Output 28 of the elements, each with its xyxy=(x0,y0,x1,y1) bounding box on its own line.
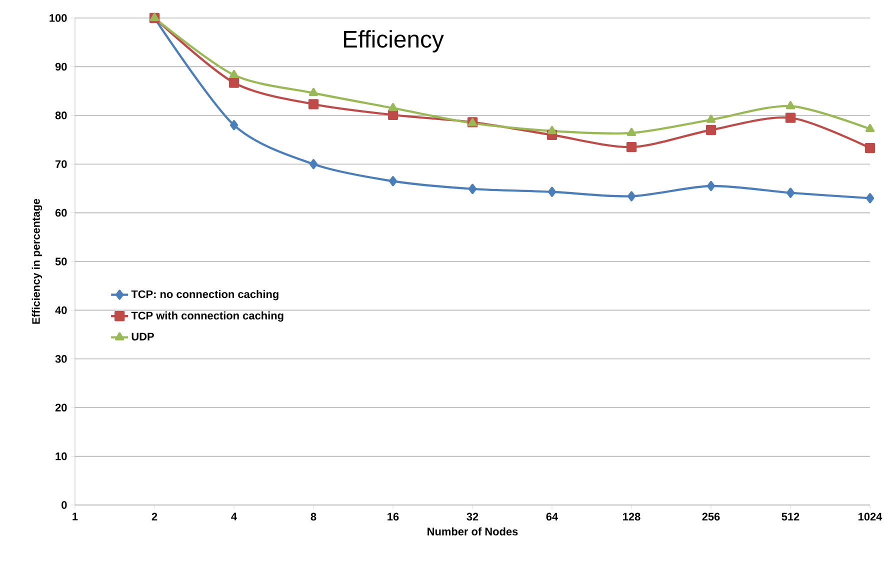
x-tick-label: 64 xyxy=(546,512,558,521)
x-tick-label: 512 xyxy=(782,512,800,521)
x-tick-label: 16 xyxy=(388,512,399,521)
x-tick-label: 1 xyxy=(72,512,78,520)
legend-label: TCP: no connection caching xyxy=(131,290,278,300)
y-tick-label: 100 xyxy=(50,14,67,22)
y-axis-title: Efficiency in percentage xyxy=(32,198,42,324)
y-tick-label: 90 xyxy=(55,62,67,71)
y-tick-label: 60 xyxy=(55,208,67,217)
x-tick-label: 2 xyxy=(152,512,158,520)
x-tick-label: 1024 xyxy=(858,512,882,521)
x-tick-label: 32 xyxy=(466,512,478,521)
y-tick-label: 30 xyxy=(55,355,67,363)
x-tick-label: 256 xyxy=(702,512,720,521)
x-tick-label: 8 xyxy=(310,512,316,521)
y-tick-label: 10 xyxy=(56,452,67,460)
y-tick-label: 70 xyxy=(56,160,67,168)
y-tick-label: 20 xyxy=(55,404,67,412)
x-tick-label: 4 xyxy=(231,512,237,520)
x-axis-title: Number of Nodes xyxy=(428,527,518,536)
y-tick-label: 50 xyxy=(55,258,67,266)
y-tick-label: 0 xyxy=(62,501,67,509)
chart-title: Efficiency xyxy=(344,30,444,52)
y-tick-label: 40 xyxy=(55,306,67,314)
x-tick-label: 128 xyxy=(623,512,640,521)
y-tick-label: 80 xyxy=(55,112,67,120)
legend-label: UDP xyxy=(132,332,154,340)
legend-label: TCP with connection caching xyxy=(131,311,284,322)
